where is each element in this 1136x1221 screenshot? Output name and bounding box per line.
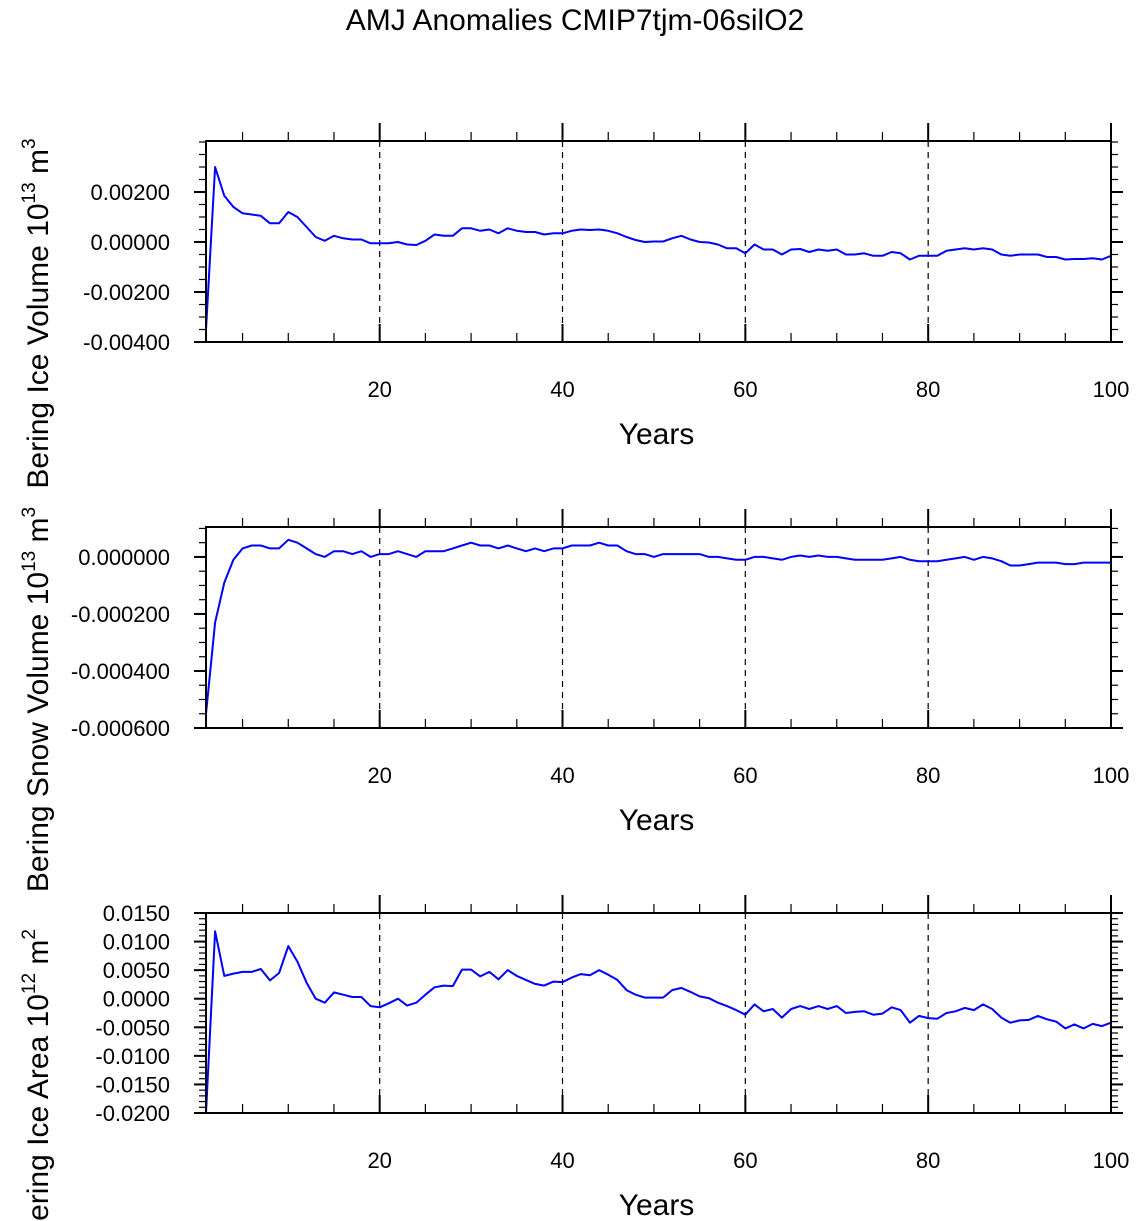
y-label-text: Bering Ice Area 10 [22, 994, 55, 1221]
plot-frame [205, 140, 1112, 343]
y-label-text: m [22, 149, 55, 182]
x-axis-label: Years [619, 804, 695, 837]
x-tick-label: 100 [1093, 377, 1130, 402]
y-tick-label: -0.00200 [83, 280, 170, 305]
y-tick-label: 0.00200 [90, 180, 170, 205]
y-tick-label: -0.000600 [71, 716, 170, 741]
x-tick-label: 20 [367, 377, 391, 402]
y-tick-label: 0.00000 [90, 230, 170, 255]
y-label-superscript: 3 [19, 507, 40, 518]
y-label-superscript: 2 [19, 929, 40, 940]
x-axis-label: Years [619, 418, 695, 451]
plot-frame [205, 526, 1112, 729]
y-tick-label: -0.0100 [95, 1044, 170, 1069]
chart-title: AMJ Anomalies CMIP7tjm-06silO2 [346, 4, 804, 37]
y-tick-label: -0.0150 [95, 1072, 170, 1097]
y-label-superscript: 3 [19, 138, 40, 149]
x-axis-label: Years [619, 1189, 695, 1221]
x-tick-label: 40 [550, 377, 574, 402]
y-label-text: Bering Ice Volume 10 [22, 203, 55, 488]
y-label-text: m [22, 517, 55, 550]
y-label-text: m [22, 940, 55, 973]
y-axis-label: Bering Snow Volume 1013 m3 [19, 507, 55, 892]
y-label-superscript: 13 [19, 182, 40, 203]
x-tick-label: 100 [1093, 763, 1130, 788]
series-line [205, 930, 1112, 1114]
y-label-superscript: 12 [19, 973, 40, 994]
y-label-superscript: 13 [19, 551, 40, 572]
y-tick-label: 0.0000 [103, 987, 170, 1012]
x-tick-label: 80 [916, 763, 940, 788]
plot-frame [205, 912, 1112, 1114]
x-tick-label: 80 [916, 377, 940, 402]
x-tick-label: 20 [367, 1148, 391, 1173]
x-tick-label: 100 [1093, 1148, 1130, 1173]
panel-3: 0.0150 0.0100 0.0050 0.0000 -0.0050 -0.0100 -0… [19, 895, 1129, 1221]
y-tick-label: -0.000400 [71, 659, 170, 684]
y-axis-label: Bering Ice Area 1012 m2 [19, 929, 55, 1221]
x-tick-label: 60 [733, 763, 757, 788]
y-tick-label: 0.0050 [103, 958, 170, 983]
y-tick-label: 0.0150 [103, 901, 170, 926]
y-tick-label: -0.00400 [83, 330, 170, 355]
y-tick-label: -0.0050 [95, 1015, 170, 1040]
y-tick-label: -0.000200 [71, 602, 170, 627]
x-tick-label: 80 [916, 1148, 940, 1173]
y-tick-label: 0.0100 [103, 930, 170, 955]
panel-2: 0.000000 -0.000200 -0.000400 -0.000600 20 40 6… [19, 507, 1129, 892]
x-tick-label: 60 [733, 1148, 757, 1173]
series-line [205, 166, 1112, 330]
y-tick-label: 0.000000 [78, 545, 170, 570]
x-tick-label: 60 [733, 377, 757, 402]
y-tick-label: -0.0200 [95, 1101, 170, 1126]
series-line [205, 538, 1111, 714]
y-axis-label: Bering Ice Volume 1013 m3 [19, 138, 55, 488]
x-tick-label: 40 [550, 763, 574, 788]
x-tick-label: 40 [550, 1148, 574, 1173]
y-label-text: Bering Snow Volume 10 [22, 572, 55, 892]
panel-1: 0.00200 0.00000 -0.00200 -0.00400 20 40 60 80 10… [19, 123, 1129, 489]
x-tick-label: 20 [367, 763, 391, 788]
